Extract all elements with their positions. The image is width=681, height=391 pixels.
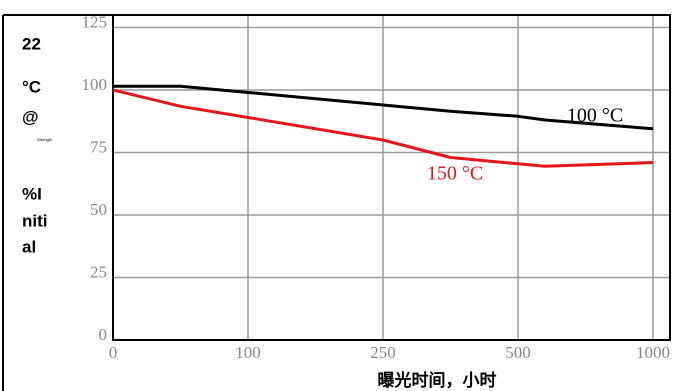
- y-axis-note: Strength: [37, 137, 52, 142]
- x-tick-label: 250: [370, 343, 396, 362]
- y-axis-title: °C: [22, 77, 41, 96]
- y-axis-title: 22: [22, 34, 41, 53]
- y-tick-label: 0: [99, 325, 108, 344]
- y-axis-title: niti: [22, 211, 48, 230]
- x-tick-label: 100: [235, 343, 261, 362]
- y-axis-title: %I: [22, 184, 42, 203]
- data-line: [112, 88, 654, 168]
- x-tick-label: 1000: [636, 343, 670, 362]
- y-tick-label: 50: [90, 200, 107, 219]
- y-tick-label: 125: [82, 12, 108, 31]
- plot-frame: [112, 14, 671, 341]
- series-label: 100 °C: [567, 105, 623, 127]
- y-tick-label: 25: [90, 262, 107, 281]
- y-axis-title: @: [22, 107, 39, 126]
- y-tick-label: 100: [82, 75, 108, 94]
- x-tick-label: 500: [505, 343, 531, 362]
- x-tick-label: 0: [109, 343, 118, 362]
- data-line: [113, 84, 654, 131]
- y-axis-title: al: [22, 237, 36, 256]
- y-tick-label: 75: [90, 137, 107, 156]
- x-axis-title: 曝光时间，小时: [378, 370, 497, 391]
- series-label: 150 °C: [427, 163, 483, 185]
